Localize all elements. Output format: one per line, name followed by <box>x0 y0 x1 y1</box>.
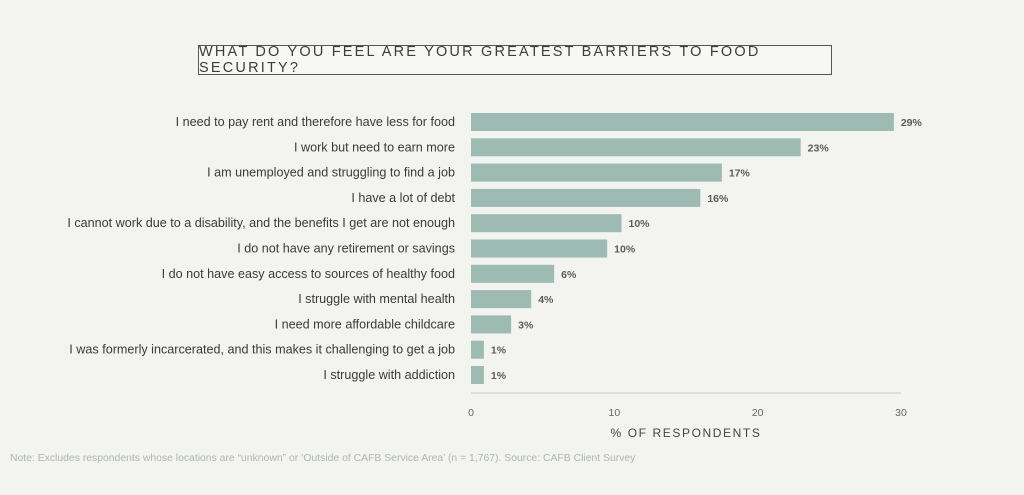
chart-title: WHAT DO YOU FEEL ARE YOUR GREATEST BARRI… <box>198 44 832 76</box>
bar <box>471 366 484 384</box>
value-label: 23% <box>808 142 830 154</box>
bar <box>471 290 532 309</box>
value-label: 16% <box>707 193 729 205</box>
bar <box>471 113 894 131</box>
bar <box>471 138 801 157</box>
category-label: I am unemployed and struggling to find a… <box>207 166 455 180</box>
x-tick-label: 20 <box>752 407 764 419</box>
footnote: Note: Excludes respondents whose locatio… <box>10 453 636 464</box>
category-label: I work but need to earn more <box>294 140 455 154</box>
bar <box>471 163 722 182</box>
category-label: I struggle with mental health <box>298 292 455 306</box>
value-label: 29% <box>901 117 923 129</box>
category-label: I need to pay rent and therefore have le… <box>176 115 455 129</box>
bar <box>471 340 484 359</box>
value-label: 3% <box>518 319 534 331</box>
value-label: 1% <box>491 345 507 357</box>
x-axis-title: % OF RESPONDENTS <box>611 426 762 440</box>
bar <box>471 188 701 207</box>
value-label: 10% <box>614 244 636 256</box>
category-label: I need more affordable childcare <box>275 317 455 331</box>
value-label: 4% <box>538 294 554 306</box>
x-tick-label: 0 <box>468 407 474 419</box>
category-label: I struggle with addiction <box>323 368 455 382</box>
category-label: I was formerly incarcerated, and this ma… <box>69 343 455 357</box>
value-label: 17% <box>729 168 751 180</box>
value-label: 6% <box>561 269 577 281</box>
category-label: I do not have easy access to sources of … <box>162 267 455 281</box>
x-tick-label: 10 <box>608 407 620 419</box>
bar <box>471 214 622 233</box>
value-label: 10% <box>629 218 651 230</box>
value-label: 1% <box>491 370 507 382</box>
bar <box>471 264 555 283</box>
category-label: I cannot work due to a disability, and t… <box>67 216 455 230</box>
category-label: I do not have any retirement or savings <box>237 242 455 256</box>
category-label: I have a lot of debt <box>351 191 455 205</box>
bar <box>471 239 608 258</box>
bar <box>471 315 512 334</box>
x-tick-label: 30 <box>895 407 907 419</box>
